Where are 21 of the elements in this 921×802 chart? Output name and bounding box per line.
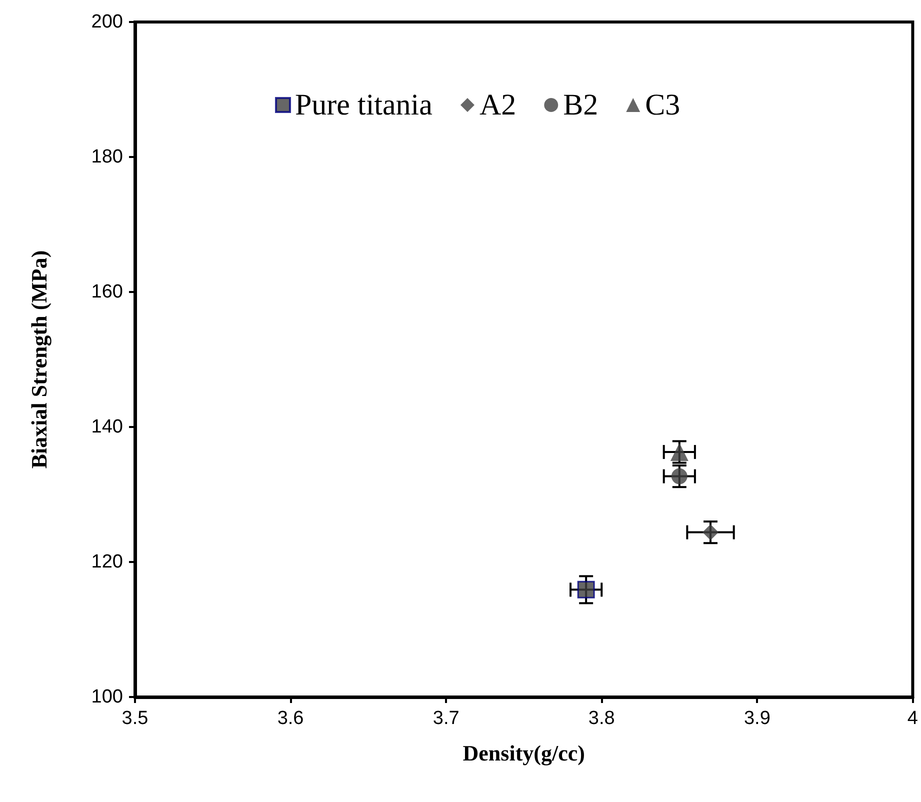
- x-tick-label: 3.7: [432, 708, 460, 729]
- y-tick-label: 120: [91, 552, 123, 572]
- x-tick-label: 3.5: [122, 708, 148, 729]
- y-tick-label: 140: [91, 416, 123, 438]
- y-tick-label: 180: [91, 146, 123, 168]
- y-tick-label: 160: [91, 282, 123, 302]
- legend-label: B2: [563, 88, 598, 122]
- y-tick-label: 100: [91, 686, 123, 708]
- x-tick-label: 4: [907, 708, 918, 729]
- x-axis-title: Density(g/cc): [462, 740, 585, 766]
- legend-label: C3: [645, 88, 680, 122]
- point: [577, 580, 595, 598]
- legend-label: Pure titania: [295, 88, 432, 122]
- y-tick-label: 200: [91, 12, 123, 32]
- point: [702, 524, 719, 540]
- legend-label: A2: [479, 88, 516, 122]
- point: [671, 468, 688, 484]
- x-tick-label: 3.9: [744, 708, 770, 729]
- y-axis-title: Biaxial Strength (MPa): [26, 250, 52, 469]
- x-tick-label: 3.6: [277, 708, 304, 729]
- x-tick-label: 3.8: [588, 708, 615, 729]
